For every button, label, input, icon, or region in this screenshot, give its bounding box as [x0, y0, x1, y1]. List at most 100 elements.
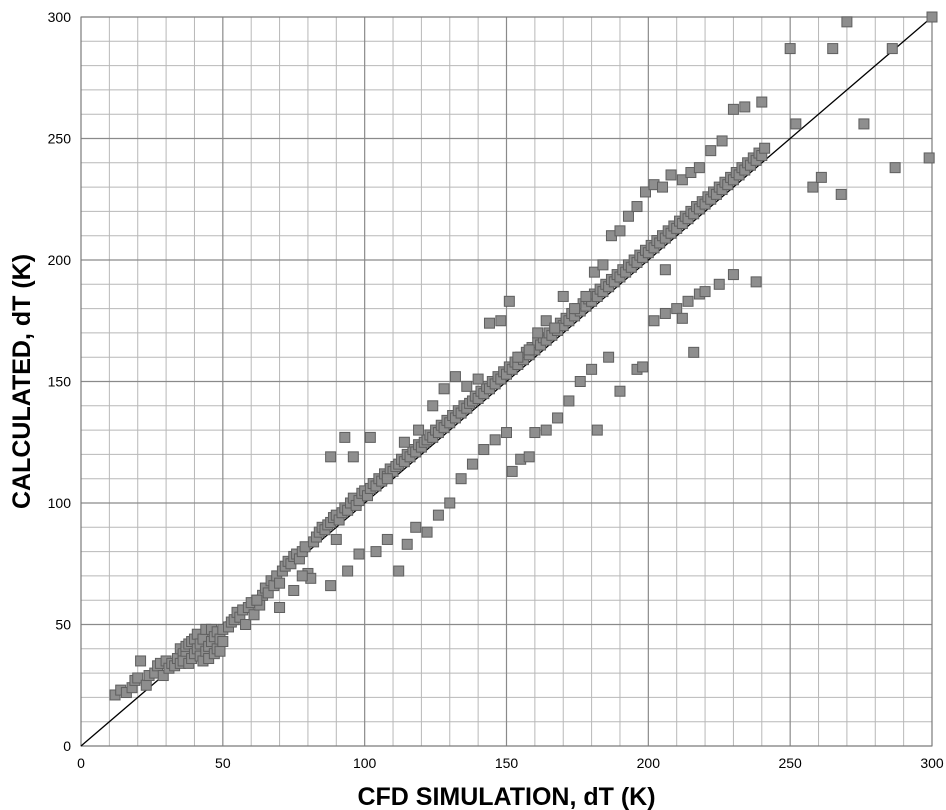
- data-point: [461, 380, 473, 392]
- y-tick-label: 300: [48, 9, 72, 25]
- data-point: [549, 322, 561, 334]
- data-point: [552, 412, 564, 424]
- data-point: [657, 181, 669, 193]
- data-point: [614, 385, 626, 397]
- data-point: [835, 188, 847, 200]
- data-point: [427, 400, 439, 412]
- data-point: [603, 351, 615, 363]
- y-axis-ticks: 0 50 100 150 200 250 300: [48, 9, 72, 754]
- data-point: [659, 264, 671, 276]
- data-point: [274, 577, 286, 589]
- data-point: [398, 436, 410, 448]
- data-point: [580, 290, 592, 302]
- data-point: [444, 497, 456, 509]
- data-point: [671, 303, 683, 315]
- data-point: [523, 451, 535, 463]
- data-point: [274, 601, 286, 613]
- data-points: [109, 11, 938, 701]
- data-point: [540, 315, 552, 327]
- data-point: [739, 101, 751, 113]
- data-point: [455, 473, 467, 485]
- data-point: [157, 670, 169, 682]
- data-point: [727, 269, 739, 281]
- y-tick-label: 150: [48, 374, 72, 390]
- data-point: [512, 351, 524, 363]
- data-point: [815, 171, 827, 183]
- data-point: [588, 266, 600, 278]
- data-point: [330, 533, 342, 545]
- data-point: [563, 395, 575, 407]
- data-point: [325, 580, 337, 592]
- data-point: [529, 427, 541, 439]
- data-point: [413, 424, 425, 436]
- data-point: [262, 587, 274, 599]
- data-point: [214, 645, 226, 657]
- data-point: [631, 201, 643, 213]
- data-point: [140, 679, 152, 691]
- data-point: [410, 521, 422, 533]
- x-tick-label: 200: [637, 755, 661, 771]
- data-point: [532, 327, 544, 339]
- x-tick-label: 100: [353, 755, 377, 771]
- data-point: [614, 225, 626, 237]
- data-point: [489, 434, 501, 446]
- x-axis-ticks: 0 50 100 150 200 250 300: [77, 755, 944, 771]
- y-tick-label: 100: [48, 495, 72, 511]
- data-point: [659, 307, 671, 319]
- x-tick-label: 250: [778, 755, 802, 771]
- data-point: [784, 43, 796, 55]
- data-point: [506, 465, 518, 477]
- data-point: [676, 174, 688, 186]
- data-point: [540, 424, 552, 436]
- x-axis-title: CFD SIMULATION, dT (K): [357, 783, 655, 810]
- data-point: [648, 315, 660, 327]
- x-tick-label: 50: [215, 755, 231, 771]
- data-point: [841, 16, 853, 28]
- data-point: [132, 672, 144, 684]
- data-point: [926, 11, 938, 23]
- data-point: [449, 371, 461, 383]
- data-point: [597, 259, 609, 271]
- data-point: [699, 286, 711, 298]
- data-point: [750, 276, 762, 288]
- data-point: [756, 96, 768, 108]
- data-point: [288, 584, 300, 596]
- data-point: [135, 655, 147, 667]
- data-point: [727, 103, 739, 115]
- data-point: [421, 526, 433, 538]
- data-point: [248, 609, 260, 621]
- data-point: [591, 424, 603, 436]
- y-axis-title: CALCULATED, dT (K): [8, 254, 36, 509]
- data-point: [466, 458, 478, 470]
- data-point: [889, 162, 901, 174]
- data-point: [370, 546, 382, 558]
- data-point: [347, 451, 359, 463]
- y-tick-label: 200: [48, 252, 72, 268]
- data-point: [790, 118, 802, 130]
- data-point: [886, 43, 898, 55]
- data-point: [759, 142, 771, 154]
- data-point: [503, 295, 515, 307]
- x-tick-label: 150: [495, 755, 519, 771]
- data-point: [682, 295, 694, 307]
- data-point: [622, 210, 634, 222]
- data-point: [923, 152, 935, 164]
- data-point: [478, 444, 490, 456]
- data-point: [574, 376, 586, 387]
- data-point: [296, 570, 308, 582]
- data-point: [501, 427, 512, 439]
- data-point: [557, 290, 569, 302]
- y-tick-label: 50: [55, 617, 71, 633]
- y-tick-label: 0: [63, 738, 71, 754]
- data-point: [393, 565, 405, 577]
- data-point: [251, 594, 263, 606]
- data-point: [364, 431, 376, 443]
- data-point: [713, 278, 725, 290]
- data-point: [325, 451, 337, 463]
- data-point: [569, 303, 581, 315]
- data-point: [639, 186, 651, 198]
- data-point: [438, 383, 450, 395]
- data-point: [381, 473, 393, 485]
